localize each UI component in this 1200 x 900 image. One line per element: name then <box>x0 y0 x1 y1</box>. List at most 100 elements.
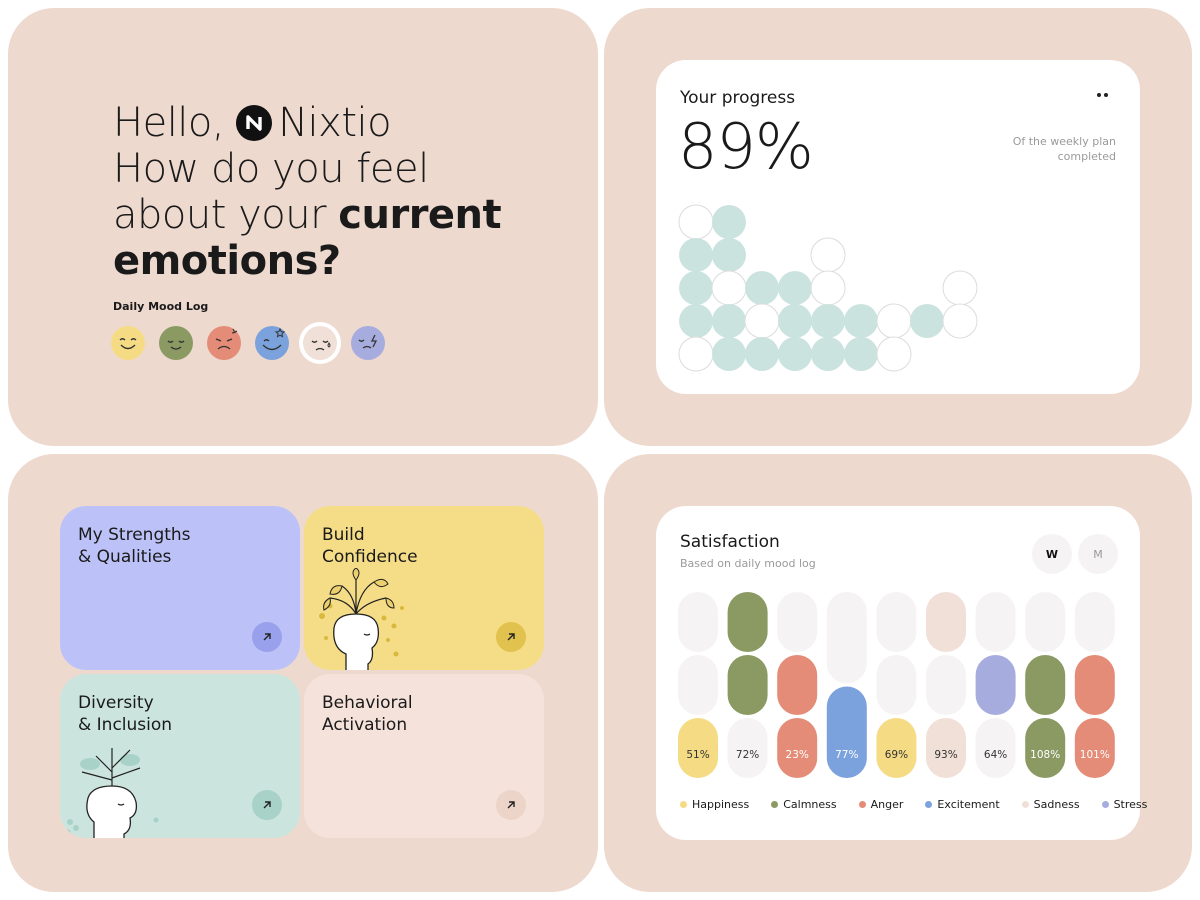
topic-card-strengths[interactable]: My Strengths & Qualities <box>60 506 300 670</box>
bar-value-label: 72% <box>736 749 759 761</box>
mood-sad-button[interactable] <box>303 326 337 360</box>
progress-value: 89% <box>678 110 814 183</box>
legend-item: Sadness <box>1021 798 1080 811</box>
topic-card-behavioral[interactable]: Behavioral Activation <box>304 674 544 838</box>
legend-dot-icon <box>771 801 779 808</box>
more-options-button[interactable] <box>1092 84 1114 106</box>
bar-value-label: 93% <box>934 749 957 761</box>
progress-title: Your progress <box>680 88 796 108</box>
topic-arrow-diversity[interactable] <box>252 790 282 820</box>
bar-value-pill <box>1026 744 1065 764</box>
more-dots-icon <box>1097 93 1108 97</box>
progress-dot-filled <box>778 304 812 338</box>
progress-dot-filled <box>811 304 845 338</box>
progress-dot-empty <box>942 270 978 306</box>
topic-arrow-behavioral[interactable] <box>496 790 526 820</box>
arrow-up-right-icon <box>507 633 515 641</box>
satisfaction-subtitle: Based on daily mood log <box>680 557 816 570</box>
arrow-up-right-icon <box>507 801 515 809</box>
bar-segment-filled <box>777 655 818 715</box>
bar-segment-empty <box>678 655 718 715</box>
progress-dot-filled <box>811 337 845 371</box>
satisfaction-bar[interactable]: 101% <box>1074 592 1115 778</box>
progress-dot-empty <box>876 336 912 372</box>
bar-segment-empty <box>678 592 718 652</box>
mood-excited-button[interactable] <box>255 326 289 360</box>
bar-segment-filled <box>727 592 768 652</box>
arrow-up-right-icon <box>263 801 271 809</box>
progress-dot-filled <box>745 271 779 305</box>
topic-arrow-confidence[interactable] <box>496 622 526 652</box>
progress-dot-empty <box>942 303 978 339</box>
legend-dot-icon <box>1021 801 1029 808</box>
legend-item: Excitement <box>925 798 1000 811</box>
progress-dot-empty <box>810 237 846 273</box>
mood-selector <box>111 326 385 360</box>
legend-label: Happiness <box>692 798 750 811</box>
progress-dot-filled <box>778 271 812 305</box>
bar-segment-empty <box>1074 592 1115 652</box>
mood-log-label: Daily Mood Log <box>113 300 209 313</box>
bar-value-label: 23% <box>786 749 809 761</box>
bar-segment-empty <box>876 592 917 652</box>
topic-card-diversity[interactable]: Diversity & Inclusion <box>60 674 300 838</box>
legend-label: Stress <box>1113 798 1148 811</box>
progress-dot-empty <box>711 270 747 306</box>
topic-title-behavioral: Behavioral Activation <box>322 693 413 735</box>
satisfaction-bar[interactable]: 93% <box>926 592 966 778</box>
arrow-up-right-icon <box>263 633 271 641</box>
satisfaction-bar[interactable]: 72% <box>727 592 768 778</box>
legend-item: Calmness <box>771 798 837 811</box>
bar-segment-filled <box>926 592 966 652</box>
satisfaction-bar[interactable]: 23% <box>777 592 818 778</box>
mood-happy-button[interactable] <box>111 326 145 360</box>
mood-stressed-button[interactable] <box>351 326 385 360</box>
bar-segment-empty <box>876 655 917 715</box>
plant-head-illustration <box>319 568 404 670</box>
toggle-month-button[interactable]: M <box>1078 534 1118 574</box>
progress-dot-empty <box>876 303 912 339</box>
satisfaction-bar[interactable]: 69% <box>876 592 917 778</box>
bar-value-pill <box>827 744 866 764</box>
bar-value-label: 108% <box>1030 749 1060 761</box>
satisfaction-bar[interactable]: 77% <box>826 592 867 778</box>
legend-label: Calmness <box>783 798 837 811</box>
legend-dot-icon <box>925 801 933 808</box>
bar-segment-filled <box>727 655 768 715</box>
mood-angry-button[interactable] <box>207 326 241 360</box>
topic-arrow-strengths[interactable] <box>252 622 282 652</box>
satisfaction-bar[interactable]: 51% <box>678 592 718 778</box>
greeting-question-emphasis: current <box>338 192 502 238</box>
satisfaction-bar[interactable]: 108% <box>1025 592 1066 778</box>
legend-label: Anger <box>870 798 904 811</box>
toggle-week-button[interactable]: W <box>1032 534 1072 574</box>
bar-value-pill <box>877 744 916 764</box>
progress-dot-filled <box>844 304 878 338</box>
progress-dot-filled <box>910 304 944 338</box>
progress-dot-filled <box>679 304 713 338</box>
progress-dot-filled <box>712 238 746 272</box>
greeting-brand: Nixtio <box>278 100 392 146</box>
progress-dot-grid <box>678 204 978 372</box>
topic-title-diversity: Diversity & Inclusion <box>78 693 173 735</box>
topic-card-confidence[interactable]: Build Confidence <box>304 506 544 670</box>
progress-dot-filled <box>712 304 746 338</box>
bar-segment-empty <box>926 655 966 715</box>
bar-value-pill <box>976 744 1015 764</box>
legend-dot-icon <box>858 801 866 808</box>
mood-calm-button[interactable] <box>159 326 193 360</box>
greeting-question-line3: emotions? <box>113 238 341 284</box>
satisfaction-bar[interactable]: 64% <box>975 592 1016 778</box>
progress-dot-filled <box>712 337 746 371</box>
bar-value-pill <box>1075 744 1114 764</box>
progress-dot-filled <box>778 337 812 371</box>
satisfaction-title: Satisfaction <box>680 532 780 552</box>
progress-dot-filled <box>844 337 878 371</box>
bar-value-label: 51% <box>686 749 709 761</box>
legend-item: Anger <box>858 798 904 811</box>
progress-note: Of the weekly plan completed <box>1012 135 1116 163</box>
topic-title-confidence: Build Confidence <box>322 525 418 567</box>
greeting-question-line1: How do you feel <box>113 146 429 192</box>
topics-panel: My Strengths & Qualities Build Confidenc… <box>8 454 598 892</box>
greeting-question-line2: about your <box>113 192 339 238</box>
